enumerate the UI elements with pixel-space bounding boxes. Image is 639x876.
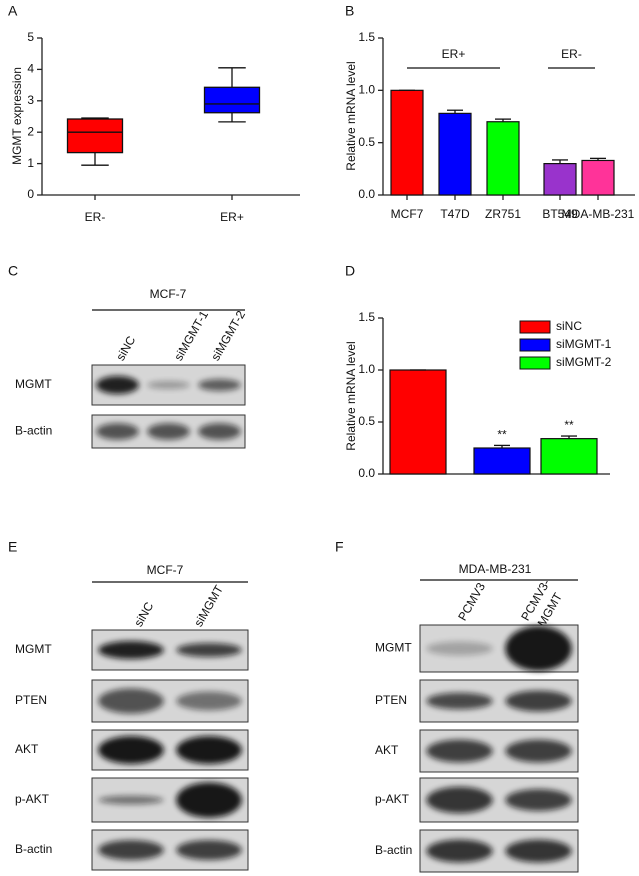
blot-row-label: PTEN xyxy=(375,693,407,707)
y-tick-label: 1.5 xyxy=(358,310,375,324)
blot-row-label: PTEN xyxy=(15,693,47,707)
blot-band xyxy=(505,626,572,671)
blot-band xyxy=(426,692,493,710)
significance: ** xyxy=(564,418,574,432)
blot-band xyxy=(98,736,164,764)
x-tick-label: BT549 xyxy=(542,207,578,221)
bar xyxy=(473,447,531,475)
blot-band xyxy=(176,840,242,860)
significance: ** xyxy=(497,428,507,442)
blot-row-label: p-AKT xyxy=(375,792,410,806)
bar xyxy=(543,163,577,196)
blot-band xyxy=(176,643,242,657)
y-tick-label: 5 xyxy=(27,30,34,44)
box xyxy=(203,86,261,114)
bar xyxy=(390,89,424,196)
x-tick-label: MDA-MB-231 xyxy=(562,207,635,221)
blot-row-label: B-actin xyxy=(15,842,52,856)
legend-swatch xyxy=(519,356,551,370)
x-tick-label: ER- xyxy=(85,210,106,224)
x-tick-label: ER+ xyxy=(220,210,244,224)
y-tick-label: 0 xyxy=(27,187,34,201)
blot-band xyxy=(505,739,572,763)
blot-row-label: B-actin xyxy=(15,424,52,438)
panel-label: F xyxy=(335,539,344,555)
x-tick-label: T47D xyxy=(440,207,470,221)
bar xyxy=(438,112,472,196)
blot-row-label: MGMT xyxy=(375,641,412,655)
blot-row-label: AKT xyxy=(375,743,399,757)
y-tick-label: 2 xyxy=(27,124,34,138)
legend-label: siNC xyxy=(556,319,582,333)
group-label: ER+ xyxy=(442,47,466,61)
y-axis-label: Relative mRNA level xyxy=(344,61,358,170)
blot-band xyxy=(98,840,164,860)
y-tick-label: 3 xyxy=(27,93,34,107)
bar xyxy=(581,159,615,196)
blot-band xyxy=(96,376,139,394)
y-axis-label: MGMT expression xyxy=(10,67,24,165)
blot-band xyxy=(198,379,241,391)
blot-band xyxy=(98,795,164,805)
blot-band xyxy=(426,641,493,656)
legend-swatch xyxy=(519,338,551,352)
legend-label: siMGMT-2 xyxy=(556,355,612,369)
blot-band xyxy=(176,736,242,764)
y-tick-label: 1.5 xyxy=(358,30,375,44)
blot-row-label: AKT xyxy=(15,742,39,756)
bar xyxy=(540,438,598,475)
y-tick-label: 0.0 xyxy=(358,466,375,480)
blot-band xyxy=(505,789,572,811)
y-tick-label: 1 xyxy=(27,156,34,170)
panel-label: B xyxy=(345,3,354,19)
x-tick-label: ZR751 xyxy=(485,207,521,221)
blot-band xyxy=(147,423,190,440)
bar xyxy=(486,121,520,196)
blot-group-label: MCF-7 xyxy=(150,287,187,301)
y-tick-label: 0.0 xyxy=(358,187,375,201)
y-tick-label: 4 xyxy=(27,62,34,76)
blot-band xyxy=(96,423,139,440)
blot-row-label: MGMT xyxy=(15,377,52,391)
blot-band xyxy=(426,839,493,863)
bar xyxy=(389,369,447,475)
y-tick-label: 0.5 xyxy=(358,414,375,428)
panel-label: C xyxy=(8,263,18,279)
blot-band xyxy=(426,739,493,763)
blot-row-label: MGMT xyxy=(15,642,52,656)
blot-band xyxy=(98,641,164,659)
legend-label: siMGMT-1 xyxy=(556,337,612,351)
blot-band xyxy=(426,786,493,814)
blot-row-label: p-AKT xyxy=(15,792,50,806)
blot-band xyxy=(147,381,190,389)
blot-band xyxy=(176,782,242,818)
blot-band xyxy=(198,423,241,440)
y-tick-label: 1.0 xyxy=(358,83,375,97)
blot-row-label: B-actin xyxy=(375,843,412,857)
blot-band xyxy=(176,691,242,711)
panel-label: A xyxy=(8,3,18,19)
blot-band xyxy=(505,839,572,863)
x-tick-label: MCF7 xyxy=(391,207,424,221)
blot-group-label: MCF-7 xyxy=(147,563,184,577)
blot-group-label: MDA-MB-231 xyxy=(459,562,532,576)
panel-label: D xyxy=(345,263,355,279)
panel-label: E xyxy=(8,539,17,555)
y-tick-label: 1.0 xyxy=(358,362,375,376)
y-axis-label: Relative mRNA level xyxy=(344,341,358,450)
group-label: ER- xyxy=(561,47,582,61)
y-tick-label: 0.5 xyxy=(358,135,375,149)
legend-swatch xyxy=(519,320,551,334)
blot-band xyxy=(98,688,164,714)
blot-band xyxy=(505,690,572,712)
box xyxy=(66,118,124,154)
